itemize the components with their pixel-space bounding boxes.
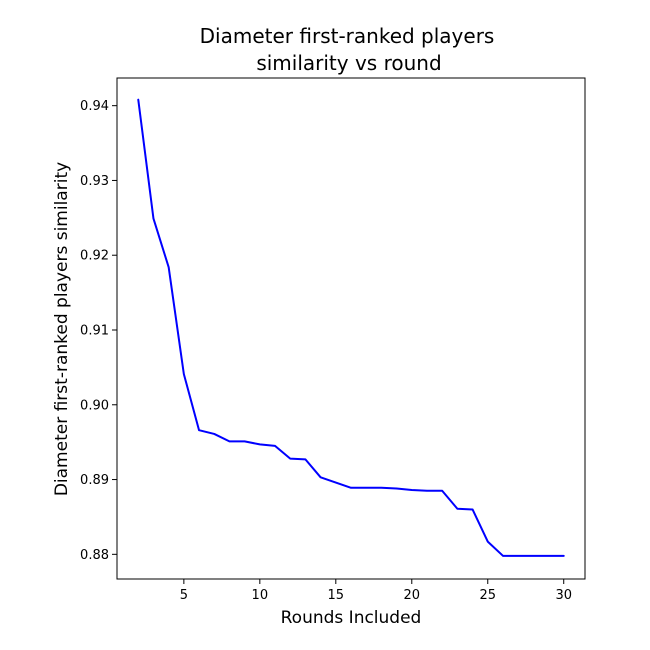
y-tick-label: 0.89 (80, 473, 109, 488)
x-axis-ticks: 5 10 15 20 25 30 (180, 579, 572, 603)
y-axis-ticks: 0.88 0.89 0.90 0.91 0.92 0.93 0.94 (80, 99, 117, 563)
chart-title-line-2: similarity vs round (256, 51, 441, 75)
x-tick-label: 5 (180, 588, 188, 603)
x-tick-label: 25 (479, 588, 496, 603)
y-tick-label: 0.90 (80, 398, 109, 413)
y-axis-label: Diameter first-ranked players similarity (52, 162, 72, 496)
series-layer (137, 98, 565, 557)
y-tick-label: 0.91 (80, 323, 109, 338)
x-tick-label: 15 (328, 588, 345, 603)
y-tick-label: 0.92 (80, 249, 109, 264)
x-axis-label: Rounds Included (281, 608, 422, 628)
chart-title-line-1: Diameter first-ranked players (200, 24, 495, 48)
series-line-0 (137, 98, 565, 557)
x-tick-label: 20 (404, 588, 421, 603)
y-tick-label: 0.93 (80, 174, 109, 189)
y-tick-label: 0.88 (80, 548, 109, 563)
y-tick-label: 0.94 (80, 99, 109, 114)
plot-frame (116, 77, 586, 580)
x-tick-label: 10 (252, 588, 269, 603)
x-tick-label: 30 (555, 588, 572, 603)
